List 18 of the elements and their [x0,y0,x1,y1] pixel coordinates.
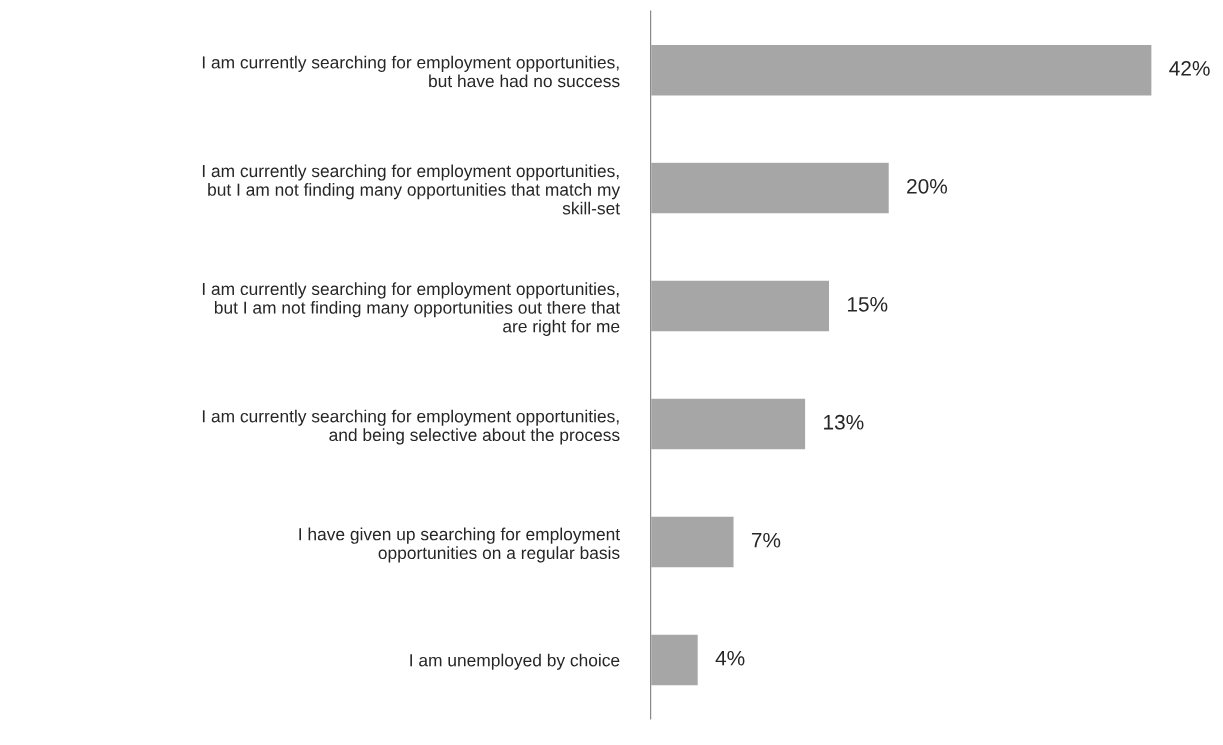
bar [650,43,1153,97]
data-label: 7% [751,532,781,548]
y-tick-label: I am currently searching for employment opportunities, and being selective about the process [202,409,620,445]
bar [650,161,891,215]
y-tick-label: I have given up searching for employment opportunities on a regular basis [299,527,620,563]
bar [650,515,735,569]
data-label: 13% [824,414,864,430]
data-label: 20% [907,178,948,194]
y-tick-label: I am unemployed by choice [410,653,620,670]
data-label: 4% [715,650,745,666]
bar [650,633,700,687]
y-tick-label: I am currently searching for employment opportunities, but I am not finding many opportunities that match my skill-set [202,164,621,215]
y-tick-label: I am currently searching for employment opportunities, but I am not finding many opportunities out there that are right for me [202,282,620,336]
data-label: 42% [1169,60,1210,76]
bar [650,397,807,451]
data-label: 15% [847,297,888,312]
bar [650,279,831,333]
y-tick-label: I am currently searching for employment opportunities, but have had no success [202,55,620,88]
